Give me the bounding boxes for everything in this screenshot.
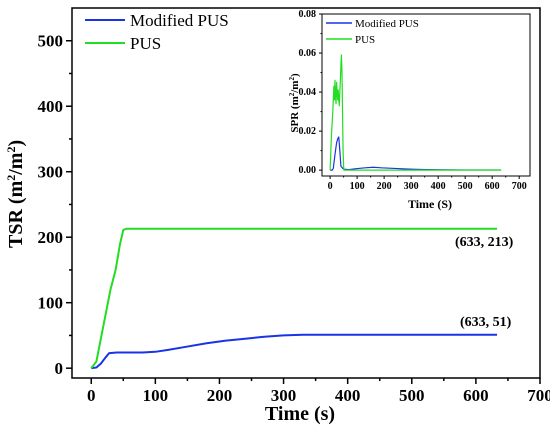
inset-y-tick-label: 0.02 — [299, 126, 317, 137]
inset-x-tick-label: 700 — [512, 181, 527, 192]
main-y-tick-label: 300 — [38, 163, 64, 182]
inset-y-tick-label: 0.04 — [299, 87, 317, 98]
main-x-tick-label: 700 — [527, 386, 550, 405]
main-y-tick-label: 500 — [38, 32, 64, 51]
inset-x-tick-label: 500 — [458, 181, 473, 192]
inset-y-tick-label: 0.06 — [299, 48, 317, 59]
main-x-tick-label: 500 — [399, 386, 425, 405]
main-series-line-pus — [90, 227, 498, 369]
main-legend: Modified PUS PUS — [85, 11, 229, 53]
inset-plot-area: 0 100 200 300 400 500 600 700 0.00 0.02 0.04 0.06 0.… — [299, 9, 531, 192]
inset-x-axis-title: Time (S) — [408, 197, 452, 211]
main-x-tick-label: 600 — [463, 386, 489, 405]
x-axis-title: Time (s) — [265, 403, 335, 425]
main-x-tick-label: 0 — [87, 386, 96, 405]
inset-x-tick-label: 0 — [328, 181, 333, 192]
annotation-pus-end: (633, 213) — [455, 235, 514, 250]
main-y-tick-label: 200 — [38, 228, 64, 247]
inset-series-line-modified-pus — [330, 136, 502, 171]
main-plot-area: 0 100 200 300 400 500 600 700 0 100 200 300 400 500 — [38, 7, 550, 405]
inset-legend: Modified PUS PUS — [326, 18, 419, 46]
inset-x-tick-label: 100 — [350, 181, 365, 192]
main-x-tick-label: 200 — [207, 386, 233, 405]
inset-x-tick-label: 400 — [431, 181, 446, 192]
y-axis-title: TSR (m2/m2) — [4, 140, 27, 248]
inset-legend-label-pus: PUS — [355, 34, 375, 46]
annotation-modified-pus-end: (633, 51) — [460, 315, 512, 330]
legend-label-modified-pus: Modified PUS — [130, 11, 229, 30]
inset-series-line-pus — [329, 54, 502, 171]
inset-x-tick-label: 600 — [485, 181, 500, 192]
main-x-tick-label: 100 — [143, 386, 169, 405]
main-x-tick-label: 300 — [271, 386, 297, 405]
main-series-line-modified-pus — [91, 333, 498, 370]
legend-label-pus: PUS — [130, 34, 161, 53]
inset-y-tick-label: 0.08 — [299, 9, 317, 20]
main-y-tick-label: 0 — [55, 359, 64, 378]
inset-x-tick-label: 200 — [377, 181, 392, 192]
main-x-tick-label: 400 — [335, 386, 361, 405]
main-y-tick-label: 400 — [38, 97, 64, 116]
main-y-tick-label: 100 — [38, 294, 64, 313]
inset-frame — [321, 13, 531, 177]
main-frame — [71, 7, 541, 379]
inset-y-tick-label: 0.00 — [299, 165, 317, 176]
inset-legend-label-modified-pus: Modified PUS — [355, 18, 419, 30]
inset-x-tick-label: 300 — [404, 181, 419, 192]
inset-y-axis-title: SPR (m2/m2) — [288, 73, 301, 133]
